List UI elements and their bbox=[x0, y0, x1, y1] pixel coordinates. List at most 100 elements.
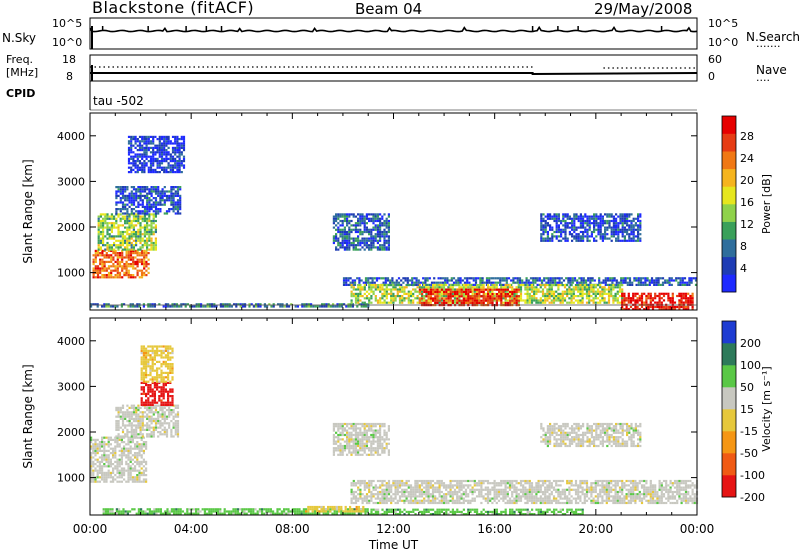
power-cell-3 bbox=[145, 135, 148, 138]
velocity-cell-0 bbox=[114, 465, 117, 468]
power-cell-3 bbox=[132, 162, 135, 165]
power-cell-5 bbox=[342, 283, 346, 286]
power-cell-6 bbox=[361, 295, 364, 298]
power-cell-8 bbox=[660, 292, 663, 295]
velocity-cell-4 bbox=[383, 501, 386, 505]
power-cell-2 bbox=[115, 212, 118, 215]
power-cell-2 bbox=[121, 188, 125, 191]
power-cell-0 bbox=[101, 249, 104, 252]
power-cell-5 bbox=[362, 281, 365, 284]
power-cell-3 bbox=[127, 157, 131, 160]
power-cell-5 bbox=[655, 279, 658, 282]
power-cell-5 bbox=[657, 283, 660, 286]
power-cell-10 bbox=[615, 237, 618, 240]
power-cell-10 bbox=[564, 226, 567, 229]
power-cell-6 bbox=[592, 297, 595, 300]
power-cell-6 bbox=[557, 295, 560, 298]
power-cell-8 bbox=[634, 299, 637, 302]
power-cell-1 bbox=[108, 215, 111, 218]
velocity-cell-3 bbox=[158, 367, 161, 370]
power-cell-8 bbox=[643, 292, 646, 295]
power-cell-8 bbox=[627, 308, 630, 311]
velocity-cell-0 bbox=[131, 469, 134, 472]
power-cell-5 bbox=[378, 277, 381, 280]
power-cell-0 bbox=[99, 263, 102, 266]
power-cell-1 bbox=[126, 244, 129, 247]
power-cell-6 bbox=[484, 292, 487, 295]
power-cell-1 bbox=[110, 237, 113, 240]
velocity-cell-1 bbox=[143, 428, 147, 431]
power-cell-5 bbox=[481, 279, 484, 282]
power-cell-10 bbox=[595, 217, 598, 220]
velocity-cell-4 bbox=[361, 482, 364, 485]
velocity-cell-2 bbox=[147, 403, 150, 406]
velocity-cell-0 bbox=[129, 438, 132, 441]
power-cell-5 bbox=[598, 277, 601, 280]
power-cell-6 bbox=[401, 301, 404, 304]
velocity-cell-0 bbox=[114, 441, 117, 444]
power-cell-6 bbox=[442, 284, 446, 287]
power-cell-7 bbox=[469, 288, 472, 291]
power-cell-9 bbox=[372, 235, 375, 238]
velocity-cell-1 bbox=[115, 428, 118, 431]
power-cell-8 bbox=[632, 292, 635, 295]
power-cell-0 bbox=[121, 252, 124, 255]
power-cell-6 bbox=[475, 284, 479, 287]
power-cell-10 bbox=[546, 230, 549, 234]
power-cell-10 bbox=[628, 226, 631, 229]
power-cell-5 bbox=[386, 277, 390, 280]
power-cell-9 bbox=[387, 213, 390, 216]
velocity-cell-4 bbox=[381, 484, 384, 487]
velocity-cell-3 bbox=[149, 354, 152, 357]
power-cell-1 bbox=[99, 241, 102, 245]
velocity-cell-0 bbox=[112, 476, 115, 479]
power-cell-9 bbox=[381, 230, 384, 234]
power-cell-5 bbox=[573, 277, 577, 280]
power-cell-6 bbox=[548, 292, 551, 295]
power-cell-6 bbox=[442, 286, 446, 289]
power-cell-5 bbox=[549, 279, 552, 282]
power-cell-3 bbox=[147, 155, 150, 158]
power-cell-2 bbox=[124, 205, 127, 208]
velocity-cell-0 bbox=[105, 480, 108, 483]
power-cell-3 bbox=[163, 153, 166, 156]
velocity-cell-1 bbox=[163, 415, 166, 418]
power-cell-0 bbox=[145, 263, 148, 266]
freq-trace bbox=[90, 72, 698, 76]
power-cell-2 bbox=[148, 199, 151, 202]
power-cell-1 bbox=[143, 239, 146, 242]
power-cell-5 bbox=[395, 281, 398, 284]
power-cell-6 bbox=[544, 297, 547, 300]
power-cell-6 bbox=[563, 292, 567, 295]
power-cell-4 bbox=[257, 305, 260, 308]
power-cell-6 bbox=[478, 286, 481, 289]
velocity-cell-1 bbox=[121, 413, 125, 416]
velocity-cell-1 bbox=[159, 433, 162, 436]
power-cell-7 bbox=[493, 288, 496, 291]
power-cell-3 bbox=[149, 171, 153, 174]
velocity-cell-1 bbox=[172, 426, 175, 429]
power-cell-10 bbox=[571, 222, 574, 225]
velocity-cell-0 bbox=[94, 447, 97, 450]
power-cell-9 bbox=[343, 237, 346, 240]
power-cell-6 bbox=[438, 295, 441, 298]
power-cell-10 bbox=[639, 215, 642, 218]
velocity-cell-3 bbox=[151, 347, 154, 350]
velocity-cell-1 bbox=[170, 431, 173, 434]
velocity-cell-2 bbox=[140, 401, 143, 404]
power-cell-3 bbox=[171, 157, 175, 160]
power-cell-6 bbox=[526, 292, 529, 295]
velocity-cell-2 bbox=[153, 392, 156, 395]
power-cell-10 bbox=[573, 215, 576, 218]
power-cell-3 bbox=[134, 153, 137, 156]
velocity-cell-1 bbox=[163, 411, 166, 414]
power-cell-8 bbox=[625, 305, 628, 309]
power-cell-6 bbox=[561, 299, 564, 302]
power-cell-6 bbox=[434, 284, 437, 287]
power-cell-8 bbox=[640, 292, 644, 295]
power-cell-10 bbox=[604, 237, 607, 240]
power-cell-6 bbox=[407, 301, 410, 304]
nave-label: Nave bbox=[756, 63, 787, 77]
power-cell-6 bbox=[541, 301, 545, 304]
velocity-cell-4 bbox=[354, 495, 358, 498]
